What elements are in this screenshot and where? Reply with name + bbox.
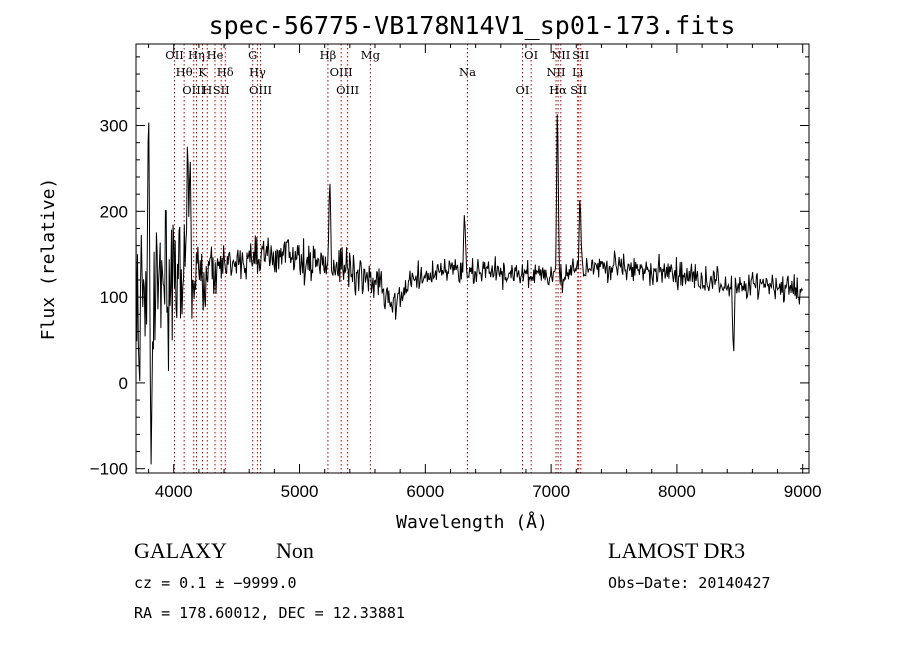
spectral-line-labels: OII Hθ OIII Hη KH He Hδ SII G Hγ OIII Hβ OIII OIII Mg N…: [165, 48, 589, 97]
spectral-line-label: Hθ: [176, 65, 193, 79]
y-tick-label: 0: [119, 374, 128, 393]
spectral-line-label: He: [207, 48, 224, 62]
y-tick-label: 100: [100, 288, 128, 307]
y-axis-ticks: −100 0 100 200 300: [90, 56, 809, 479]
x-axis-ticks: 4000 5000 6000 7000 8000 9000: [148, 44, 822, 501]
spectral-line-label: Mg: [361, 48, 381, 62]
x-tick-label: 8000: [658, 482, 696, 501]
object-subclass: Non: [276, 538, 314, 563]
spectral-line-label: Na: [459, 65, 476, 79]
spectral-line-label: SII: [570, 83, 587, 97]
spectral-line-label: NII: [546, 65, 565, 79]
x-tick-label: 6000: [406, 482, 444, 501]
y-tick-label: 300: [100, 117, 128, 136]
chart-title: spec-56775-VB178N14V1_sp01-173.fits: [209, 11, 736, 40]
spectral-line-label: OIII: [336, 83, 359, 97]
spectral-line-label: SII: [572, 48, 589, 62]
survey-name: LAMOST DR3: [608, 538, 745, 563]
y-axis-label: Flux (relative): [38, 178, 59, 341]
x-axis-label: Wavelength (Å): [396, 511, 548, 533]
spectral-line-label: Hη: [188, 48, 205, 62]
spectral-line-label: OII: [165, 48, 184, 62]
redshift-line: cz = 0.1 ± −9999.0: [134, 574, 297, 592]
spectral-line-label: OI: [524, 48, 538, 62]
spectral-line-label: Hγ: [249, 65, 266, 79]
spectral-line-label: H: [202, 83, 212, 97]
y-tick-label: −100: [90, 460, 128, 479]
x-tick-label: 9000: [784, 482, 822, 501]
spectral-line-label: SII: [213, 83, 230, 97]
spectral-line-label: OIII: [330, 65, 353, 79]
plot-frame: [135, 43, 810, 474]
spectrum-series-line: [135, 114, 803, 465]
spectral-line-label: G: [248, 48, 257, 62]
spectral-line-label: NII: [551, 48, 570, 62]
spectral-line-label: OI: [516, 83, 530, 97]
x-tick-label: 4000: [155, 482, 193, 501]
spectral-line-label: Hα: [549, 83, 567, 97]
x-tick-label: 5000: [281, 482, 319, 501]
spectral-line-label: Hδ: [217, 65, 234, 79]
obs-date: Obs−Date: 20140427: [608, 574, 771, 592]
spectral-line-label: OIII: [249, 83, 272, 97]
coordinates: RA = 178.60012, DEC = 12.33881: [134, 604, 405, 622]
spectral-line-label: K: [198, 65, 207, 79]
y-tick-label: 200: [100, 202, 128, 221]
spectral-line-label: Li: [572, 65, 584, 79]
spectral-line-label: OIII: [182, 83, 205, 97]
x-tick-label: 7000: [532, 482, 570, 501]
object-class: GALAXY: [134, 538, 227, 563]
spectral-line-label: Hβ: [320, 48, 337, 62]
spectral-line-markers: [174, 44, 582, 473]
